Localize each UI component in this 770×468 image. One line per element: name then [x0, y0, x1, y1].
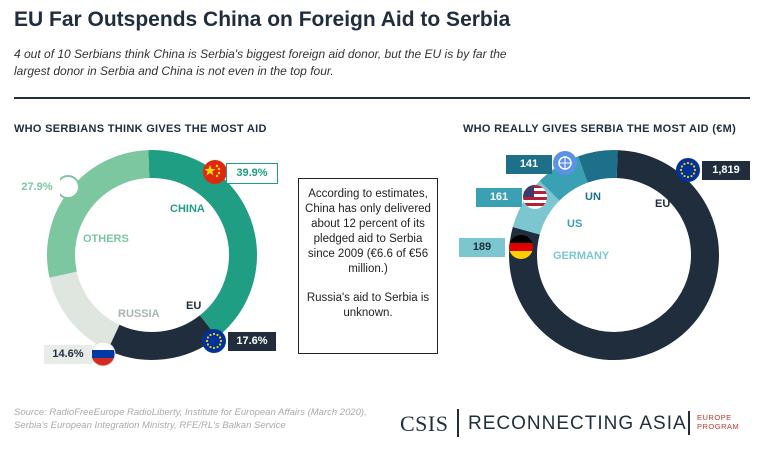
logo-divider — [457, 409, 459, 437]
un-emblem-icon — [553, 151, 577, 175]
page-subtitle: 4 out of 10 Serbians think China is Serb… — [14, 47, 507, 78]
un-segment-label: UN — [585, 191, 601, 203]
donut-segment-china — [148, 150, 257, 338]
eu-real-segment-label: EU — [655, 198, 671, 210]
germany-flag-icon — [509, 235, 533, 259]
europe-program-logo: EUROPE PROGRAM — [697, 413, 740, 431]
left-chart-title: WHO SERBIANS THINK GIVES THE MOST AID — [14, 123, 267, 135]
left-donut — [47, 150, 257, 360]
note-russia-text: Russia's aid to Serbia is unknown. — [306, 292, 430, 319]
circle-icon — [56, 175, 80, 199]
donut-segment-us — [539, 156, 589, 201]
others-segment-label: OTHERS — [83, 233, 129, 245]
germany-segment-label: GERMANY — [553, 250, 610, 262]
chart-decorations — [56, 151, 700, 367]
eu-segment-label: EU — [186, 300, 202, 312]
page-title: EU Far Outspends China on Foreign Aid to… — [14, 8, 511, 31]
us-value-label: 161 — [476, 188, 522, 207]
china-segment-label: CHINA — [170, 203, 205, 215]
china-value-label: 39.9% — [226, 163, 278, 184]
csis-logo: CSIS — [400, 411, 449, 436]
donut-segment-eu — [509, 150, 719, 360]
donut-segment-un — [578, 150, 618, 183]
un-value-label: 141 — [506, 155, 552, 174]
right-donut — [509, 150, 719, 360]
note-box: According to estimates, China has only d… — [298, 178, 438, 354]
right-chart-title: WHO REALLY GIVES SERBIA THE MOST AID (€M… — [463, 123, 737, 135]
logo-divider — [688, 411, 690, 435]
germany-value-label: 189 — [459, 238, 505, 257]
others-value-label: 27.9% — [14, 178, 60, 197]
donut-segment-others — [47, 150, 150, 278]
eu-value-label: 17.6% — [228, 332, 276, 351]
russia-segment-label: RUSSIA — [118, 308, 160, 320]
note-china-text: According to estimates, China has only d… — [305, 188, 431, 275]
russia-value-label: 14.6% — [44, 345, 92, 364]
divider — [14, 97, 750, 99]
donut-segment-germany — [512, 180, 560, 235]
eu-flag-icon — [676, 158, 700, 182]
eu-real-value-label: 1,819 — [702, 161, 750, 180]
donut-segment-eu — [107, 315, 218, 360]
donut-segment-russia — [49, 271, 120, 351]
source-note: Source: RadioFreeEurope RadioLiberty, In… — [14, 407, 367, 431]
russia-flag-icon — [90, 341, 116, 367]
us-flag-icon — [523, 185, 547, 209]
reconnecting-asia-logo: RECONNECTING ASIA — [468, 413, 687, 434]
us-segment-label: US — [567, 218, 583, 230]
china-flag-icon — [203, 160, 227, 184]
eu-flag-icon — [202, 329, 226, 353]
